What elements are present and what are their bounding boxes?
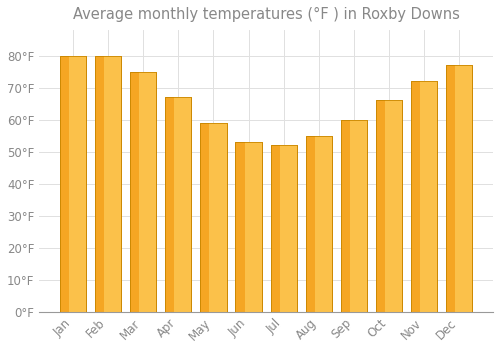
Bar	[60, 56, 86, 312]
Bar	[60, 56, 86, 312]
Bar	[210, 123, 226, 312]
Bar	[69, 56, 86, 312]
Bar	[140, 72, 156, 312]
Bar	[236, 142, 262, 312]
Bar	[280, 145, 297, 312]
Bar	[376, 100, 402, 312]
Bar	[95, 56, 122, 312]
Bar	[200, 123, 226, 312]
Bar	[411, 81, 438, 312]
Bar	[200, 123, 226, 312]
Bar	[456, 65, 472, 312]
Bar	[130, 72, 156, 312]
Bar	[236, 142, 262, 312]
Bar	[315, 136, 332, 312]
Bar	[350, 120, 367, 312]
Bar	[104, 56, 122, 312]
Bar	[270, 145, 297, 312]
Bar	[376, 100, 402, 312]
Bar	[165, 97, 192, 312]
Bar	[411, 81, 438, 312]
Bar	[270, 145, 297, 312]
Bar	[244, 142, 262, 312]
Bar	[165, 97, 192, 312]
Bar	[446, 65, 472, 312]
Bar	[306, 136, 332, 312]
Bar	[174, 97, 192, 312]
Bar	[340, 120, 367, 312]
Bar	[385, 100, 402, 312]
Bar	[340, 120, 367, 312]
Title: Average monthly temperatures (°F ) in Roxby Downs: Average monthly temperatures (°F ) in Ro…	[72, 7, 460, 22]
Bar	[420, 81, 438, 312]
Bar	[130, 72, 156, 312]
Bar	[446, 65, 472, 312]
Bar	[306, 136, 332, 312]
Bar	[95, 56, 122, 312]
